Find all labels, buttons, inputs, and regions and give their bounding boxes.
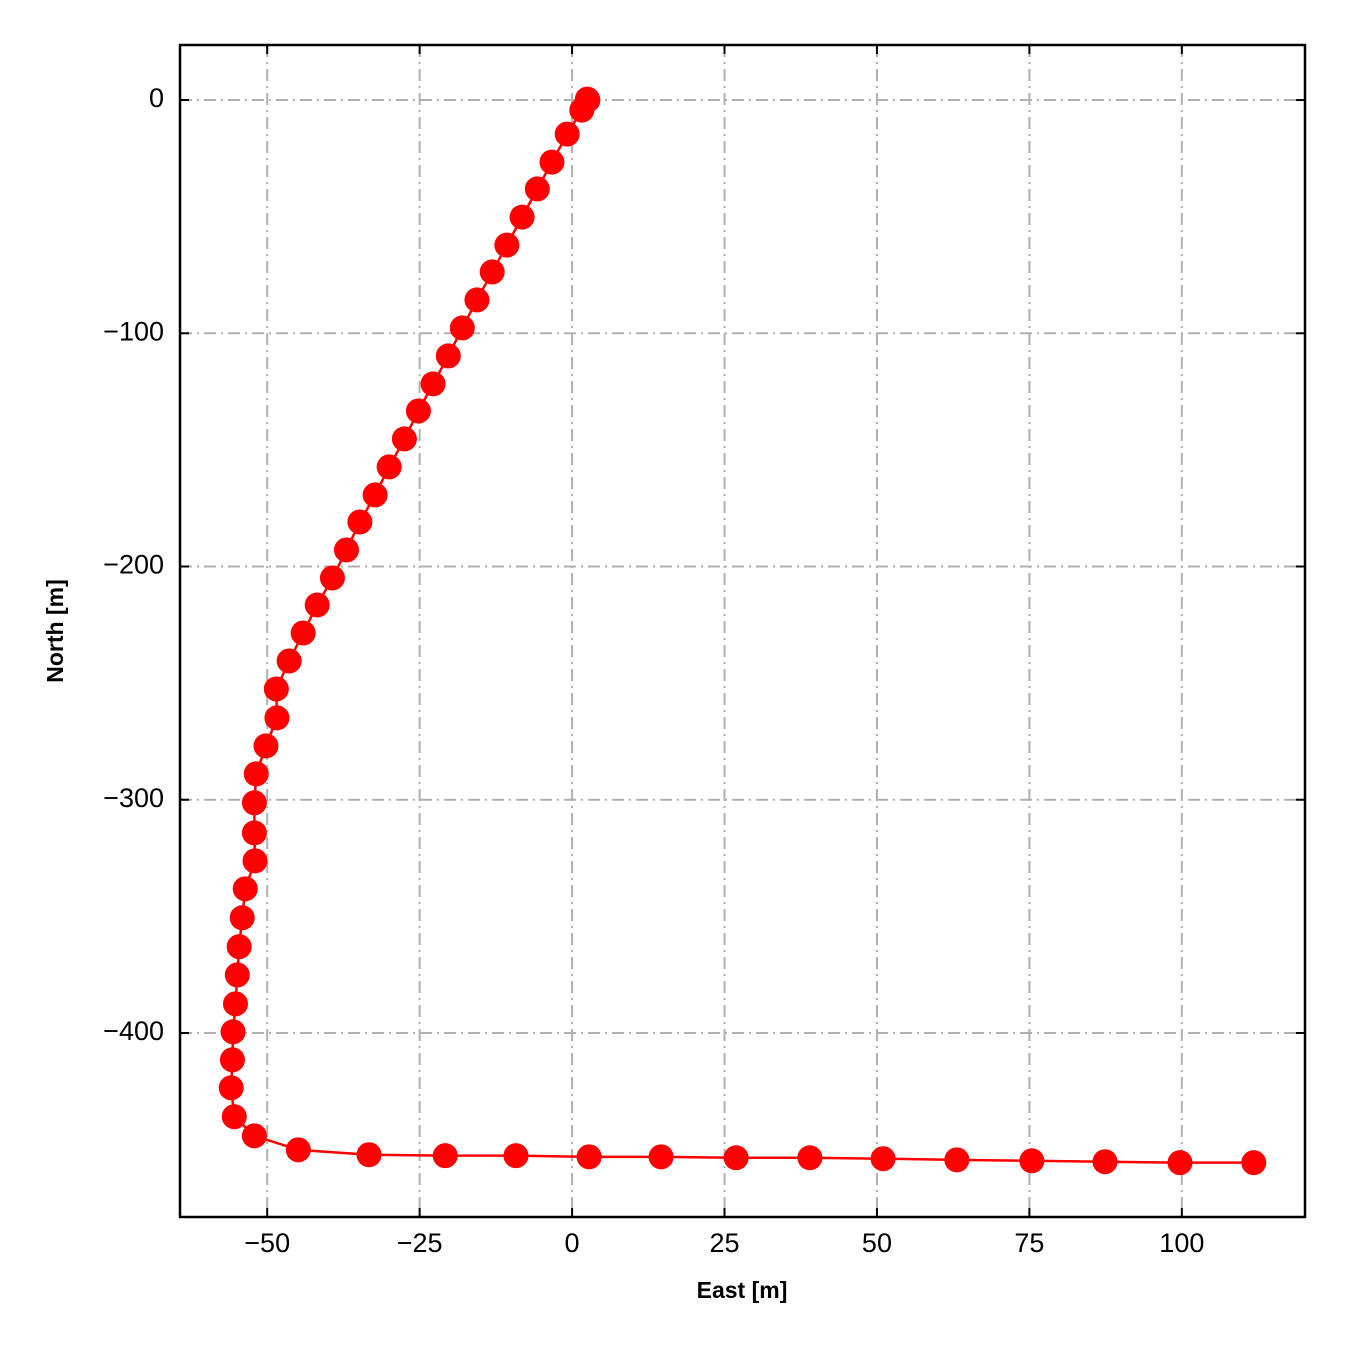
data-point bbox=[347, 509, 373, 535]
data-point bbox=[464, 287, 490, 313]
data-point bbox=[648, 1144, 674, 1170]
data-point bbox=[391, 426, 417, 452]
data-point bbox=[285, 1137, 311, 1163]
data-point bbox=[219, 1047, 245, 1073]
data-point bbox=[220, 1019, 246, 1045]
data-point bbox=[554, 121, 580, 147]
x-tick-label: 100 bbox=[1159, 1228, 1204, 1258]
data-point bbox=[241, 1123, 267, 1149]
data-point bbox=[449, 315, 475, 341]
data-point bbox=[218, 1075, 244, 1101]
data-point bbox=[944, 1147, 970, 1173]
x-tick-label: 50 bbox=[862, 1228, 892, 1258]
data-point bbox=[241, 790, 267, 816]
data-point bbox=[319, 565, 345, 591]
data-point bbox=[1092, 1149, 1118, 1175]
data-point bbox=[264, 705, 290, 731]
data-point bbox=[405, 398, 431, 424]
data-point bbox=[232, 876, 258, 902]
data-point bbox=[243, 761, 269, 787]
data-point bbox=[333, 537, 359, 563]
data-point bbox=[723, 1145, 749, 1171]
data-line bbox=[229, 96, 1254, 1164]
y-axis-label: North [m] bbox=[42, 579, 68, 682]
x-tick-label: −25 bbox=[397, 1228, 443, 1258]
y-tick-label: −100 bbox=[103, 316, 164, 346]
data-point bbox=[479, 259, 505, 285]
data-point bbox=[226, 934, 252, 960]
x-tick-label: 0 bbox=[565, 1228, 580, 1258]
data-point bbox=[290, 620, 316, 646]
data-point bbox=[509, 204, 535, 230]
data-point bbox=[569, 97, 595, 123]
y-tick-label: 0 bbox=[149, 83, 164, 113]
x-tick-label: −50 bbox=[244, 1228, 290, 1258]
data-point bbox=[432, 1143, 458, 1169]
data-point bbox=[276, 648, 302, 674]
x-axis-label: East [m] bbox=[697, 1277, 788, 1303]
data-point bbox=[1241, 1150, 1267, 1176]
data-point bbox=[870, 1146, 896, 1172]
data-point bbox=[242, 848, 268, 874]
data-point bbox=[362, 482, 388, 508]
data-point bbox=[356, 1142, 382, 1168]
y-tick-label: −300 bbox=[103, 783, 164, 813]
data-point bbox=[253, 733, 279, 759]
x-tick-label: 25 bbox=[709, 1228, 739, 1258]
y-tick-label: −400 bbox=[103, 1016, 164, 1046]
data-point bbox=[539, 149, 565, 175]
data-point bbox=[241, 820, 267, 846]
data-point bbox=[376, 454, 402, 480]
data-point bbox=[304, 592, 330, 618]
data-point bbox=[420, 371, 446, 397]
data-point bbox=[1167, 1150, 1193, 1176]
data-point bbox=[435, 343, 461, 369]
data-point bbox=[576, 1144, 602, 1170]
data-point bbox=[224, 962, 250, 988]
y-tick-label: −200 bbox=[103, 550, 164, 580]
data-point bbox=[797, 1145, 823, 1171]
data-point bbox=[221, 1104, 247, 1130]
data-point bbox=[524, 176, 550, 202]
data-point bbox=[494, 232, 520, 258]
data-point bbox=[229, 905, 255, 931]
plot-frame bbox=[178, 43, 1307, 1219]
data-point bbox=[1019, 1148, 1045, 1174]
data-point bbox=[222, 991, 248, 1017]
data-point bbox=[263, 676, 289, 702]
data-point bbox=[503, 1143, 529, 1169]
x-tick-label: 75 bbox=[1014, 1228, 1044, 1258]
